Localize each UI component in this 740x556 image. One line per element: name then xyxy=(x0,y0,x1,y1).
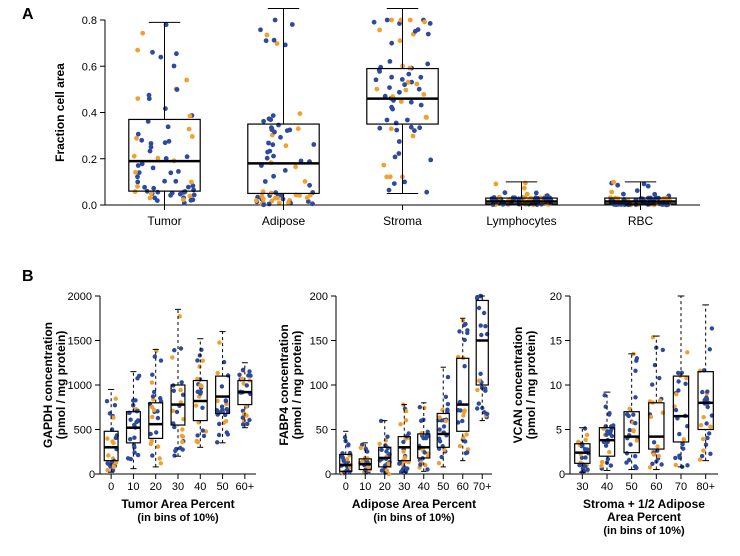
panel-label-b: B xyxy=(22,268,34,286)
svg-text:0.2: 0.2 xyxy=(82,154,97,166)
svg-text:0.6: 0.6 xyxy=(82,61,97,73)
svg-text:(in bins of 10%): (in bins of 10%) xyxy=(137,512,219,524)
svg-text:200: 200 xyxy=(310,291,328,303)
svg-text:60+: 60+ xyxy=(236,481,255,493)
svg-text:Stroma: Stroma xyxy=(383,214,422,228)
svg-text:50: 50 xyxy=(626,481,638,493)
svg-text:20: 20 xyxy=(379,481,391,493)
svg-text:50: 50 xyxy=(216,481,228,493)
svg-text:100: 100 xyxy=(310,380,328,392)
svg-text:0.0: 0.0 xyxy=(82,200,97,212)
svg-text:40: 40 xyxy=(601,481,613,493)
panel-b-chart-3: 0 5 10 15 20 VCAN concentration(pmol / mg pro… xyxy=(512,290,722,540)
svg-text:Lymphocytes: Lymphocytes xyxy=(486,214,556,228)
svg-text:FABP4 concentration: FABP4 concentration xyxy=(277,324,291,445)
svg-text:(pmol / mg protein): (pmol / mg protein) xyxy=(524,331,538,440)
svg-text:Fraction cell area: Fraction cell area xyxy=(53,63,67,162)
svg-text:Adipose Area Percent: Adipose Area Percent xyxy=(352,497,476,511)
svg-text:30: 30 xyxy=(398,481,410,493)
svg-text:30: 30 xyxy=(576,481,588,493)
svg-text:70: 70 xyxy=(675,481,687,493)
svg-text:0: 0 xyxy=(89,469,95,481)
svg-text:15: 15 xyxy=(550,336,562,348)
svg-text:30: 30 xyxy=(172,481,184,493)
svg-text:Tumor: Tumor xyxy=(147,214,181,228)
svg-text:5: 5 xyxy=(556,425,562,437)
svg-text:(pmol / mg protein): (pmol / mg protein) xyxy=(54,331,68,440)
svg-text:70+: 70+ xyxy=(473,481,492,493)
svg-text:RBC: RBC xyxy=(628,214,654,228)
svg-text:VCAN concentration: VCAN concentration xyxy=(511,327,525,444)
svg-text:80+: 80+ xyxy=(696,481,715,493)
svg-text:40: 40 xyxy=(194,481,206,493)
svg-text:Adipose: Adipose xyxy=(262,214,306,228)
svg-text:Area Percent: Area Percent xyxy=(607,510,681,524)
panel-b-chart-2: 050100150200FABP4 concentration(pmol / m… xyxy=(278,290,496,540)
svg-text:500: 500 xyxy=(74,425,92,437)
svg-text:(pmol / mg protein): (pmol / mg protein) xyxy=(290,331,304,440)
svg-text:Tumor Area Percent: Tumor Area Percent xyxy=(121,497,234,511)
svg-text:0: 0 xyxy=(343,481,349,493)
svg-text:0.4: 0.4 xyxy=(82,108,97,120)
svg-text:(in bins of 10%): (in bins of 10%) xyxy=(373,512,455,524)
svg-text:(in bins of 10%): (in bins of 10%) xyxy=(603,525,685,537)
svg-text:40: 40 xyxy=(418,481,430,493)
svg-text:0.8: 0.8 xyxy=(82,15,97,27)
svg-text:20: 20 xyxy=(150,481,162,493)
panel-label-a: A xyxy=(22,6,34,24)
panel-a-chart: 0.0 0.2 0.4 0.6 0.8 Fraction cell area Tumor Ad… xyxy=(50,10,710,240)
svg-text:GAPDH concentration: GAPDH concentration xyxy=(41,322,55,448)
svg-text:150: 150 xyxy=(310,336,328,348)
svg-text:20: 20 xyxy=(550,291,562,303)
svg-text:1500: 1500 xyxy=(68,336,92,348)
svg-text:2000: 2000 xyxy=(68,291,92,303)
svg-text:0: 0 xyxy=(108,481,114,493)
svg-text:10: 10 xyxy=(359,481,371,493)
svg-text:Stroma + 1/2 Adipose: Stroma + 1/2 Adipose xyxy=(583,497,705,511)
svg-text:50: 50 xyxy=(316,425,328,437)
svg-text:1000: 1000 xyxy=(68,380,92,392)
svg-text:10: 10 xyxy=(550,380,562,392)
svg-text:60: 60 xyxy=(650,481,662,493)
svg-text:60: 60 xyxy=(457,481,469,493)
svg-text:10: 10 xyxy=(127,481,139,493)
svg-text:0: 0 xyxy=(559,469,565,481)
svg-text:50: 50 xyxy=(437,481,449,493)
panel-b-chart-1: 0500100015002000GAPDH concentration(pmol… xyxy=(42,290,260,540)
svg-text:0: 0 xyxy=(325,469,331,481)
